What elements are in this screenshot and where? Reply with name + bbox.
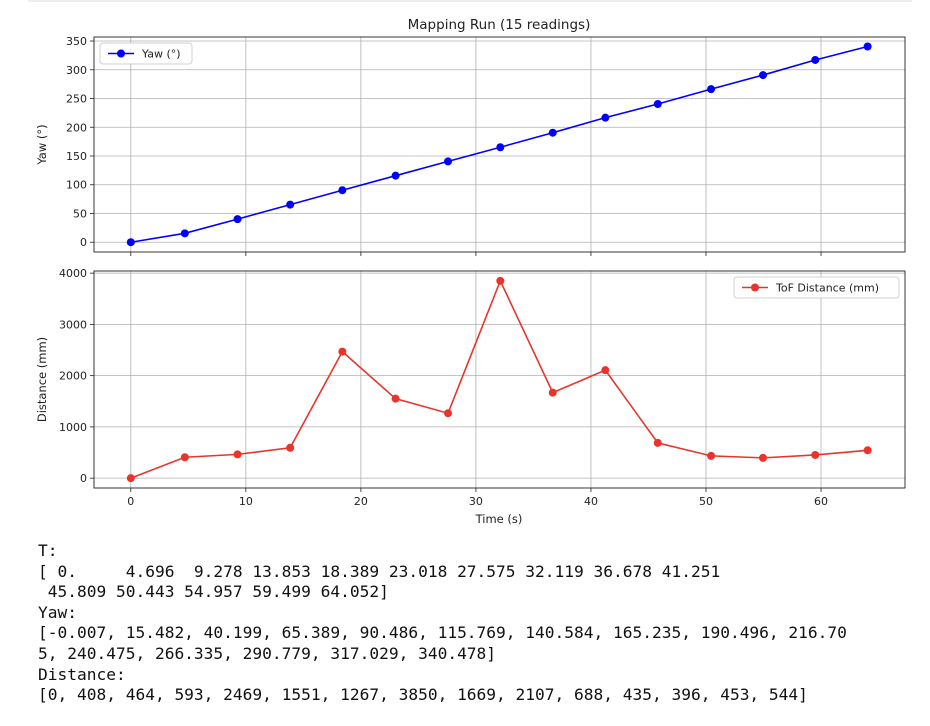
distance-data-point	[180, 453, 189, 462]
y-axis-label: Yaw (°)	[35, 124, 49, 165]
legend-label: ToF Distance (mm)	[775, 282, 879, 295]
y-tick-label: 100	[66, 179, 87, 192]
distance-data-point	[286, 443, 295, 452]
distance-series-line	[130, 278, 868, 479]
yaw-data-point	[707, 85, 716, 94]
distance-data-point	[863, 446, 872, 455]
yaw-data-point	[653, 99, 662, 108]
y-tick-label: 350	[66, 35, 87, 48]
distance-subplot: 0 1000 2000 3000 4000 0 10 20 30 40 50 60 Distance (…	[35, 267, 906, 508]
output-line: 45.809 50.443 54.957 59.499 64.052]	[38, 582, 389, 602]
yaw-data-point	[496, 143, 505, 152]
distance-data-point	[548, 388, 557, 397]
distance-data-point	[811, 450, 820, 459]
y-tick-label: 250	[66, 93, 87, 106]
top-divider	[28, 0, 912, 2]
distance-data-point	[601, 366, 610, 375]
output-line: [0, 408, 464, 593, 2469, 1551, 1267, 385…	[38, 685, 808, 705]
x-tick-label: 60	[814, 495, 828, 508]
legend-marker	[751, 283, 759, 292]
y-tick-label: 4000	[59, 267, 87, 280]
yaw-data-point	[444, 157, 453, 166]
yaw-legend: Yaw (°)	[99, 42, 193, 65]
distance-data-point	[338, 347, 347, 356]
y-tick-label: 1000	[59, 421, 87, 434]
y-tick-label: 200	[66, 121, 87, 134]
x-tick-label: 10	[239, 495, 253, 508]
distance-data-point	[496, 276, 505, 285]
yaw-data-point	[286, 200, 295, 209]
distance-data-point	[707, 451, 716, 460]
x-tick-label: 20	[354, 495, 368, 508]
yaw-data-point	[601, 113, 610, 122]
x-tick-label: 50	[699, 495, 713, 508]
axes-frame	[93, 270, 906, 489]
yaw-data-point	[811, 55, 820, 64]
distance-legend: ToF Distance (mm)	[733, 276, 900, 299]
distance-data-point	[391, 394, 400, 403]
yaw-data-point	[548, 128, 557, 137]
mapping-run-figure: Mapping Run (15 readings) 05010015020025…	[35, 17, 906, 526]
y-tick-label: 50	[73, 207, 87, 220]
legend-box	[99, 42, 193, 65]
axes-frame	[93, 36, 906, 253]
yaw-data-point	[233, 215, 242, 224]
y-tick-label: 0	[80, 472, 87, 485]
yaw-data-point	[126, 238, 135, 247]
y-axis-label: Distance (mm)	[35, 337, 49, 422]
y-tick-label: 2000	[59, 370, 87, 383]
output-line: [ 0. 4.696 9.278 13.853 18.389 23.018 27…	[38, 561, 721, 581]
console-output: T: [ 0. 4.696 9.278 13.853 18.389 23.018…	[38, 541, 918, 706]
y-tick-label: 0	[80, 236, 87, 249]
distance-data-point	[759, 453, 768, 462]
yaw-data-point	[759, 71, 768, 80]
output-line: 5, 240.475, 266.335, 290.779, 317.029, 3…	[38, 643, 497, 663]
output-line: [-0.007, 15.482, 40.199, 65.389, 90.486,…	[38, 623, 847, 643]
y-tick-label: 3000	[59, 318, 87, 331]
x-tick-label: 40	[584, 495, 598, 508]
legend-marker	[117, 49, 125, 58]
distance-data-point	[126, 474, 135, 483]
yaw-data-point	[338, 186, 347, 195]
x-axis-label: Time (s)	[475, 512, 523, 526]
y-tick-label: 150	[66, 150, 87, 163]
x-tick-label: 30	[469, 495, 483, 508]
distance-data-point	[233, 450, 242, 459]
distance-data-point	[444, 409, 453, 418]
output-line: Distance:	[38, 664, 126, 684]
chart-title: Mapping Run (15 readings)	[408, 17, 591, 33]
legend-label: Yaw (°)	[141, 48, 181, 61]
output-line: Yaw:	[38, 602, 77, 622]
yaw-data-point	[180, 229, 189, 238]
distance-data-point	[653, 438, 662, 447]
output-line: T:	[38, 541, 58, 560]
x-tick-label: 0	[127, 495, 134, 508]
yaw-data-point	[391, 171, 400, 180]
yaw-data-point	[863, 42, 872, 51]
y-tick-label: 300	[66, 64, 87, 77]
legend-box	[733, 276, 900, 299]
yaw-subplot: 0 50 100 150 200 250 300 350 Yaw (°) Yaw (°)	[35, 35, 906, 256]
